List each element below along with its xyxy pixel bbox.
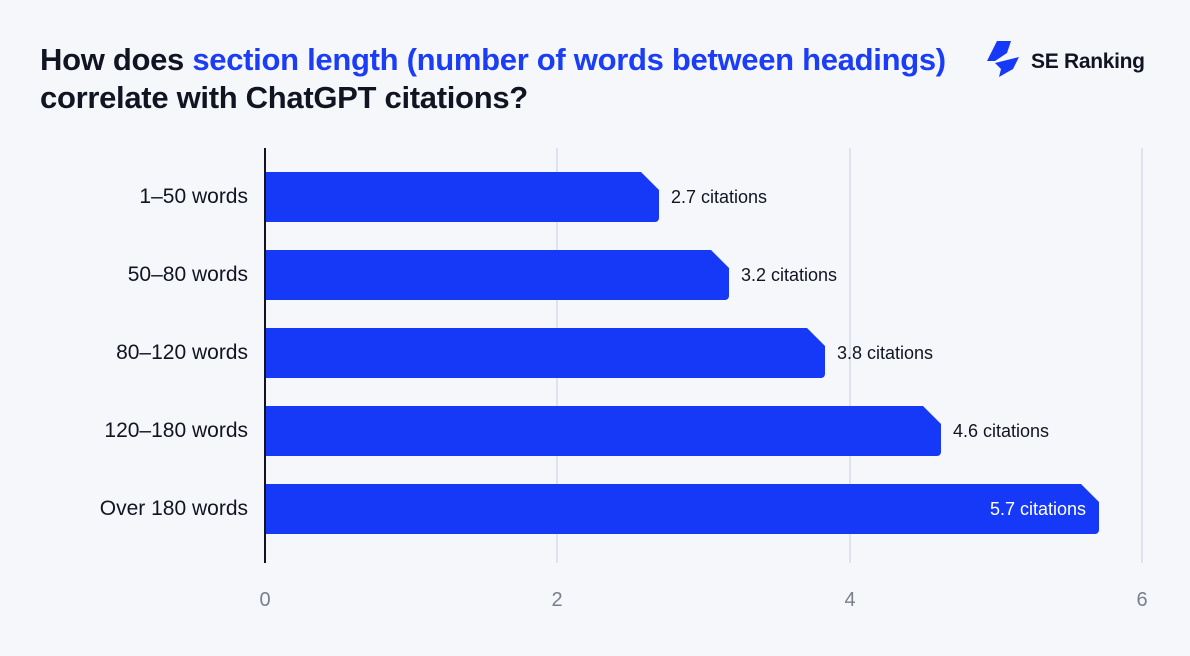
se-ranking-bolt-icon bbox=[985, 39, 1021, 84]
title-part2: correlate with ChatGPT citations? bbox=[40, 80, 528, 115]
value-label: 4.6 citations bbox=[953, 421, 1050, 441]
x-tick: 4 bbox=[844, 589, 856, 611]
chart-title: How does section length (number of words… bbox=[40, 41, 960, 117]
category-label: 80–120 words bbox=[116, 341, 248, 364]
value-label: 2.7 citations bbox=[671, 187, 768, 207]
x-tick: 0 bbox=[259, 589, 271, 611]
category-label: 1–50 words bbox=[139, 185, 248, 208]
value-label: 3.2 citations bbox=[741, 265, 838, 285]
bar-1-50-words bbox=[265, 172, 659, 222]
category-label: Over 180 words bbox=[99, 497, 248, 520]
bar-80-120-words bbox=[265, 328, 825, 378]
logo-text: SE Ranking bbox=[1031, 49, 1145, 73]
title-highlight: section length (number of words between … bbox=[192, 42, 946, 77]
bar-over-180-words bbox=[265, 484, 1099, 534]
gridline-4 bbox=[849, 148, 851, 563]
se-ranking-logo: SE Ranking bbox=[985, 39, 1145, 84]
title-part1: How does bbox=[40, 42, 193, 77]
category-label: 50–80 words bbox=[127, 263, 248, 286]
category-label: 120–180 words bbox=[104, 419, 248, 442]
value-label: 3.8 citations bbox=[837, 343, 934, 363]
gridline-6 bbox=[1141, 148, 1143, 563]
bar-50-80-words bbox=[265, 250, 729, 300]
value-label: 5.7 citations bbox=[989, 499, 1086, 519]
x-tick: 6 bbox=[1136, 589, 1148, 611]
y-axis-line bbox=[264, 148, 266, 563]
bar-120-180-words bbox=[265, 406, 941, 456]
x-tick: 2 bbox=[551, 589, 563, 611]
